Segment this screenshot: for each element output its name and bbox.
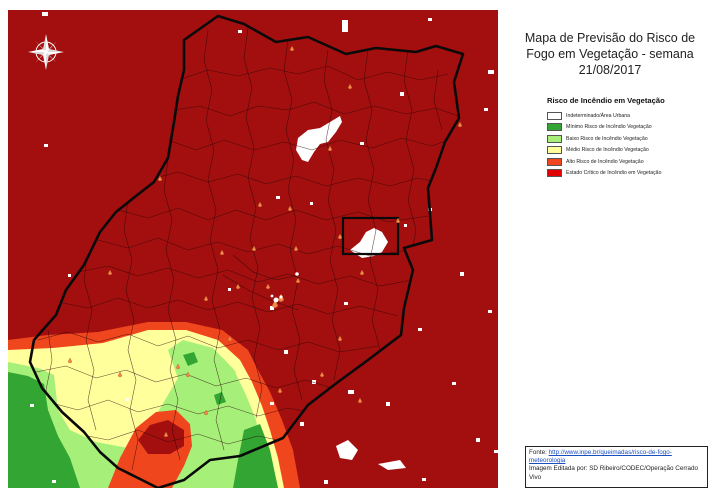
risk-map (8, 10, 498, 488)
source-line: Fonte: http://www.inpe.br/queimadas/risc… (529, 449, 704, 465)
legend-item: Baixo Risco de Incêndio Vegetação (547, 133, 707, 144)
source-box: Fonte: http://www.inpe.br/queimadas/risc… (525, 446, 708, 488)
legend-label: Indeterminado/Área Urbana (566, 112, 631, 119)
source-prefix: Fonte: (529, 449, 549, 456)
legend-label: Médio Risco de Incêndio Vegetação (566, 147, 649, 153)
legend-swatch (547, 134, 562, 143)
municipal-boundaries (35, 27, 459, 471)
legend-item: Mínimo Risco de Incêndio Vegetação (547, 122, 707, 133)
federal-district-outline (341, 216, 400, 256)
legend-swatch (547, 123, 562, 131)
minimum-risk-zone (8, 372, 80, 488)
map-title-line: Mapa de Previsão do Risco de (524, 31, 696, 45)
source-credit: Imagem Editada por: SD Ribeiro/CODEC/Ope… (529, 465, 699, 481)
legend-title: Risco de Incêndio em Vegetação (547, 96, 665, 105)
state-boundary (28, 14, 465, 488)
urban-speckles (30, 12, 498, 484)
legend-label: Mínimo Risco de Incêndio Vegetação (566, 124, 652, 130)
legend-item: Estado Crítico de Incêndio em Vegetação (547, 168, 707, 179)
legend-swatch (547, 146, 562, 154)
city-cluster-marker (270, 272, 299, 303)
legend-item: Médio Risco de Incêndio Vegetação (547, 145, 707, 156)
legend: Risco de Incêndio em Vegetação Indetermi… (547, 96, 707, 179)
minimum-risk-zone (214, 392, 226, 405)
legend-label: Baixo Risco de Incêndio Vegetação (566, 135, 648, 142)
legend-item: Alto Risco de Incêndio Vegetação (547, 156, 707, 167)
legend-swatch (547, 169, 562, 177)
map-title: Mapa de Previsão do Risco de Fogo em Veg… (512, 30, 708, 78)
minimum-risk-zone (183, 352, 198, 366)
urban-area (350, 228, 388, 258)
legend-swatch (547, 157, 562, 166)
legend-label: Estado Crítico de Incêndio em Vegetação (566, 170, 662, 176)
legend-label: Alto Risco de Incêndio Vegetação (566, 158, 644, 165)
map-title-line: Fogo em Vegetação - semana (526, 47, 694, 61)
compass-rose-icon (28, 34, 64, 70)
urban-area (336, 440, 358, 460)
map-title-date: 21/08/2017 (578, 63, 642, 77)
legend-item: Indeterminado/Área Urbana (547, 110, 707, 121)
legend-swatch (547, 111, 562, 120)
source-link[interactable]: http://www.inpe.br/queimadas/risco-de-fo… (529, 449, 672, 465)
urban-area (378, 460, 406, 470)
urban-area (296, 116, 342, 162)
fire-marker-icon (67, 45, 463, 438)
minimum-risk-zone (233, 424, 278, 488)
